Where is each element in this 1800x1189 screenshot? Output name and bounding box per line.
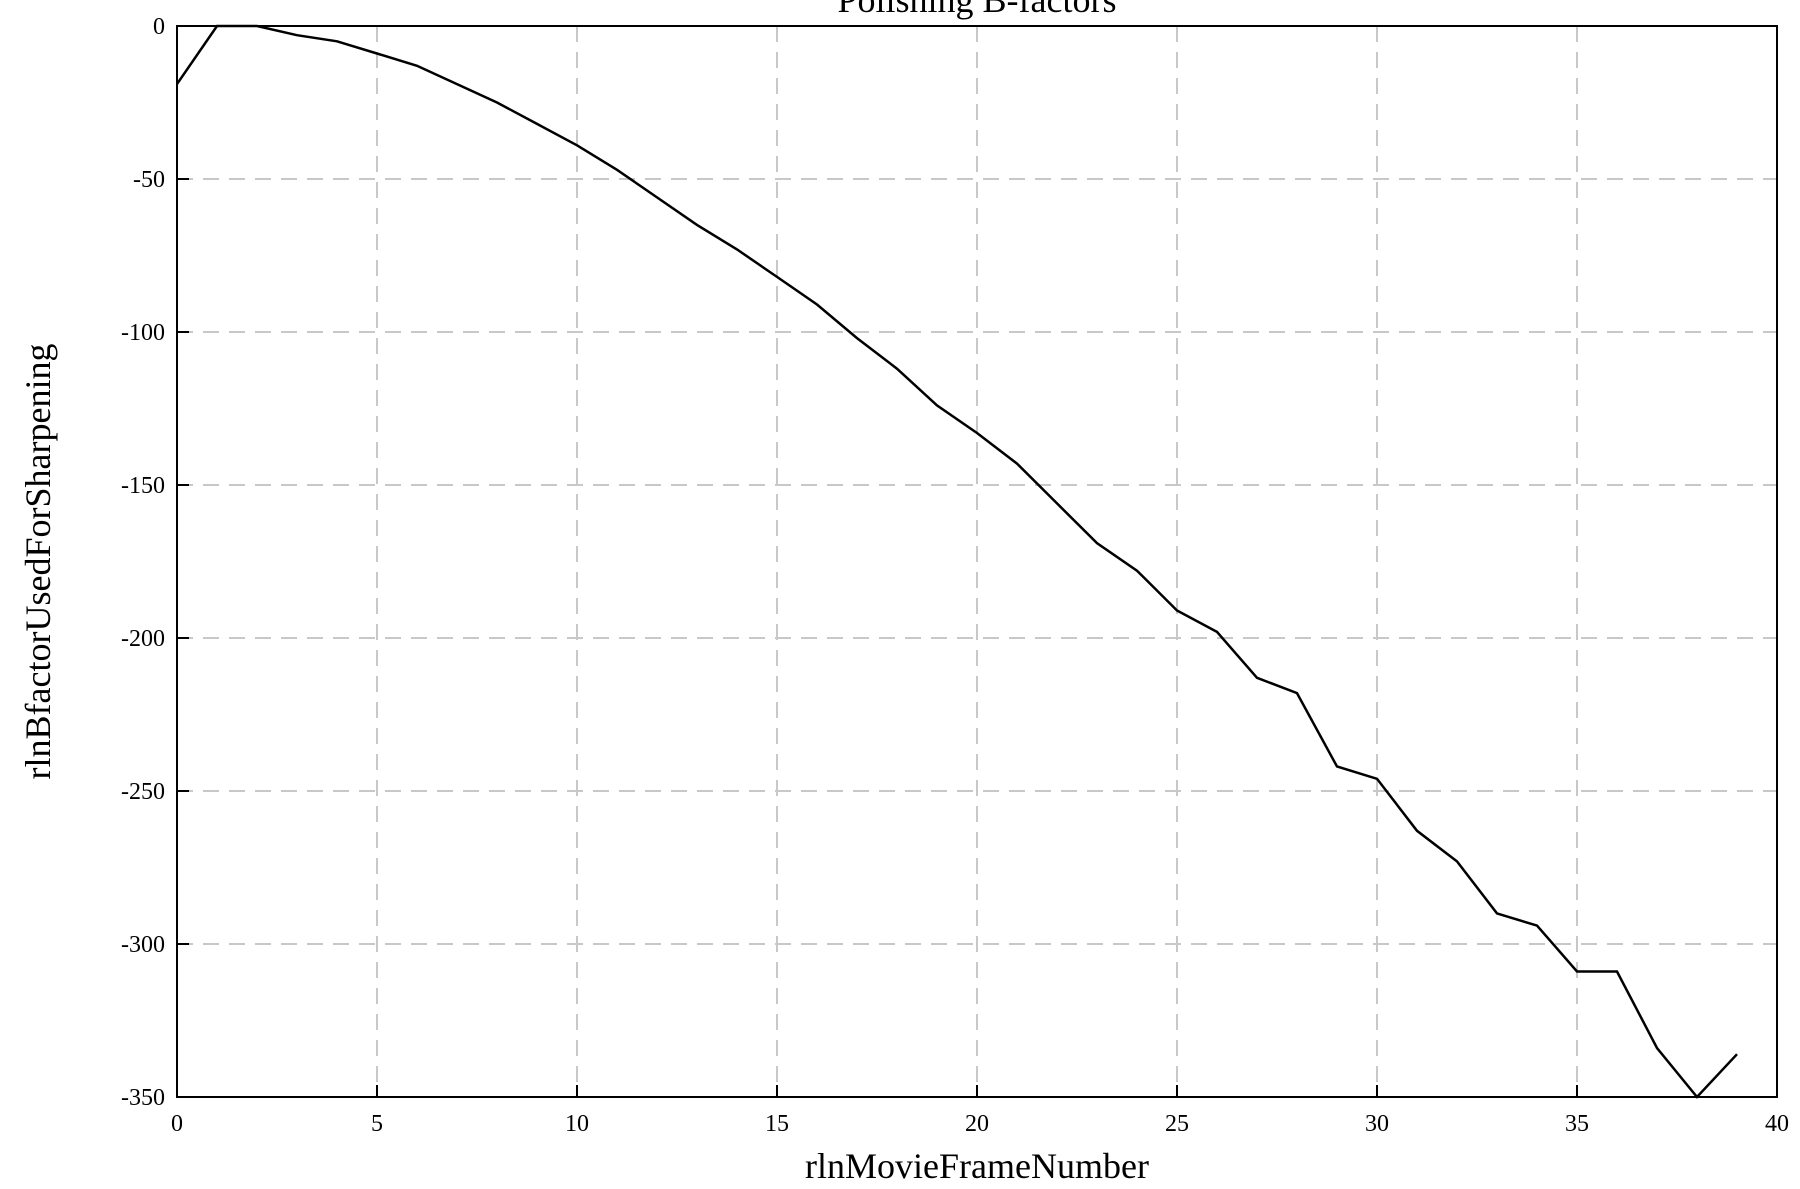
x-axis-title: rlnMovieFrameNumber: [805, 1146, 1149, 1186]
x-tick-label: 20: [965, 1111, 989, 1137]
x-tick-label: 10: [565, 1111, 589, 1137]
axis-ticks: 0 5 10 15 20 25 30 35 40 0 -50 -100 -150 -200 -250 -300…: [121, 14, 1789, 1137]
x-tick-label: 5: [371, 1111, 383, 1137]
y-tick-label: -350: [121, 1085, 165, 1111]
x-tick-label: 35: [1565, 1111, 1589, 1137]
y-tick-label: -300: [121, 932, 165, 958]
y-tick-label: 0: [153, 14, 165, 40]
y-tick-label: -250: [121, 779, 165, 805]
x-tick-label: 25: [1165, 1111, 1189, 1137]
y-tick-label: -200: [121, 626, 165, 652]
series-line: [175, 24, 1738, 1099]
y-tick-label: -100: [121, 320, 165, 346]
y-tick-label: -150: [121, 473, 165, 499]
y-axis-title: rlnBfactorUsedForSharpening: [18, 344, 58, 780]
chart-title: Polishing B-factors: [838, 0, 1117, 20]
x-tick-label: 0: [171, 1111, 183, 1137]
x-tick-label: 40: [1765, 1111, 1789, 1137]
grid-lines: [177, 26, 1777, 1097]
x-tick-label: 15: [765, 1111, 789, 1137]
x-tick-label: 30: [1365, 1111, 1389, 1137]
y-tick-label: -50: [133, 167, 165, 193]
